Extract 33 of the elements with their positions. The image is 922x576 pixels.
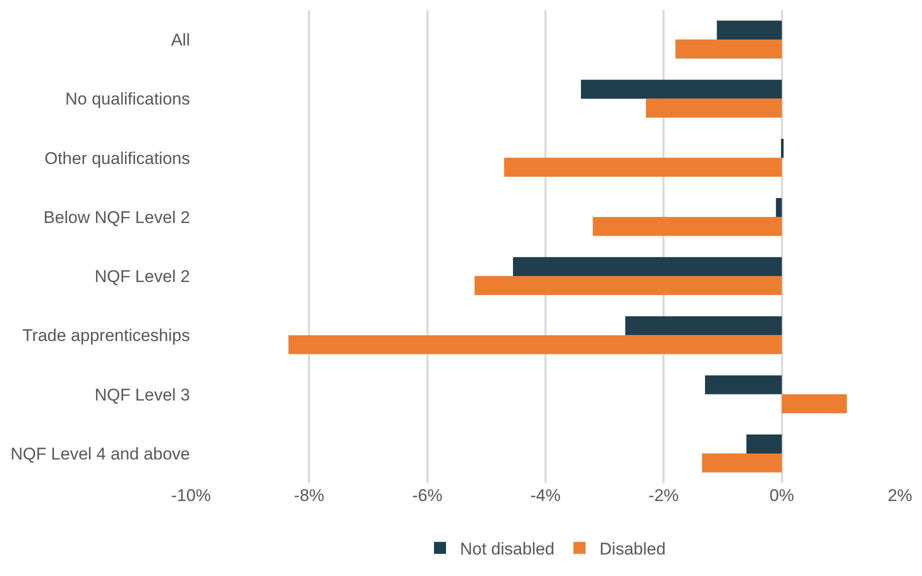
x-tick-label: 2% (888, 486, 912, 505)
bar (782, 394, 847, 414)
x-tick-label: -10% (171, 486, 211, 505)
bar (675, 40, 782, 58)
y-tick-label: NQF Level 3 (94, 385, 190, 404)
y-tick-label: Other qualifications (44, 148, 190, 168)
bar (705, 375, 782, 394)
x-tick-label: 0% (770, 486, 794, 505)
bar (781, 138, 784, 158)
legend-label: Not disabled (460, 539, 555, 558)
bar (646, 98, 782, 118)
y-tick-label: NQF Level 2 (94, 267, 190, 286)
y-tick-label: Trade apprenticeships (22, 326, 190, 346)
y-tick-label: NQF Level 4 and above (10, 444, 190, 464)
bar (474, 276, 782, 295)
bar (776, 198, 782, 217)
bar (746, 434, 782, 454)
x-tick-label: -2% (648, 486, 679, 505)
bar (580, 80, 782, 99)
x-tick-label: -4% (530, 486, 561, 505)
bar (625, 316, 782, 336)
legend-label: Disabled (600, 539, 666, 558)
bar (288, 335, 782, 354)
bar (716, 20, 782, 40)
x-tick-label: -6% (412, 486, 442, 505)
bar (702, 453, 782, 472)
y-tick-label: All (171, 30, 190, 50)
bar (592, 216, 782, 236)
bar (504, 158, 782, 177)
x-tick-label: -8% (294, 486, 324, 505)
bar (513, 257, 782, 276)
y-tick-label: No qualifications (65, 90, 190, 109)
y-tick-label: Below NQF Level 2 (44, 208, 190, 227)
